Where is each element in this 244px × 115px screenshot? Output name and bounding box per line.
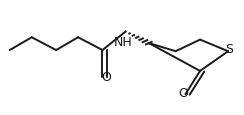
Text: O: O (178, 87, 188, 100)
Text: NH: NH (114, 36, 132, 48)
Text: O: O (101, 71, 111, 83)
Text: S: S (225, 43, 233, 56)
